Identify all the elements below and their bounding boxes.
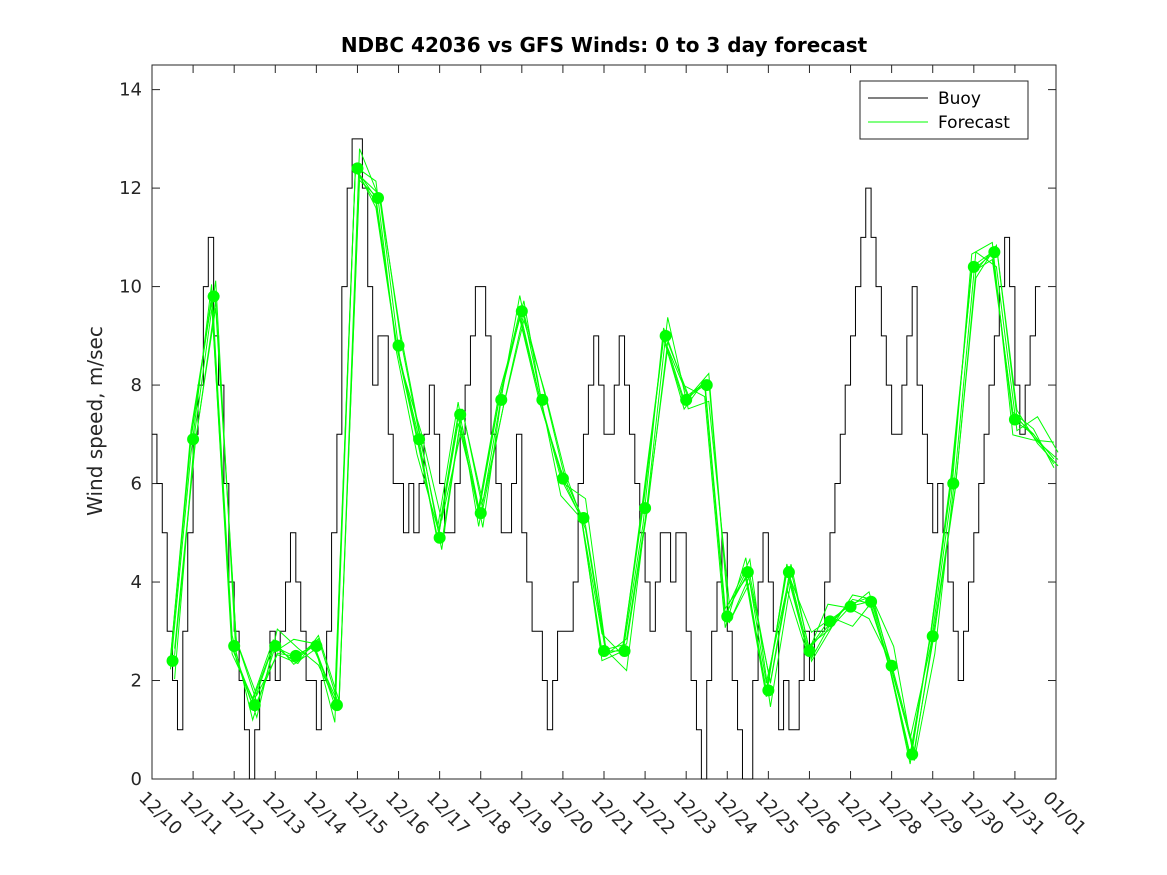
forecast-marker [618, 644, 631, 657]
forecast-marker [228, 640, 241, 653]
y-tick-label: 12 [119, 178, 142, 199]
x-tick-label: 12/27 [833, 788, 885, 840]
forecast-marker [536, 393, 549, 406]
forecast-marker [310, 640, 323, 653]
forecast-marker [166, 654, 179, 667]
x-tick-label: 12/23 [669, 788, 721, 840]
forecast-marker [269, 640, 282, 653]
x-tick-label: 12/26 [792, 788, 844, 840]
x-tick-label: 12/11 [176, 788, 228, 840]
x-tick-label: 12/21 [586, 788, 638, 840]
forecast-marker [207, 290, 220, 303]
forecast-marker [659, 329, 672, 342]
y-tick-label: 6 [131, 474, 142, 495]
forecast-marker [700, 379, 713, 392]
forecast-series-line-5 [174, 174, 1059, 751]
forecast-marker [495, 393, 508, 406]
forecast-marker [967, 260, 980, 273]
forecast-marker [885, 659, 898, 672]
x-tick-label: 12/18 [463, 788, 515, 840]
forecast-series-line-4 [169, 165, 1054, 740]
legend-label-buoy: Buoy [938, 89, 981, 109]
forecast-marker [906, 748, 919, 761]
x-tick-label: 12/17 [422, 788, 474, 840]
forecast-marker [330, 699, 343, 712]
forecast-marker [474, 507, 487, 520]
forecast-marker [454, 408, 467, 421]
x-tick-label: 12/31 [997, 788, 1049, 840]
forecast-marker [577, 512, 590, 525]
x-tick-label: 12/15 [340, 788, 392, 840]
x-tick-label: 12/25 [751, 788, 803, 840]
buoy-series-line [152, 138, 1041, 780]
y-axis-label: Wind speed, m/sec [83, 326, 107, 516]
chart-title: NDBC 42036 vs GFS Winds: 0 to 3 day fore… [341, 33, 868, 57]
forecast-marker [1008, 413, 1021, 426]
forecast-marker [392, 339, 405, 352]
forecast-marker [413, 433, 426, 446]
forecast-marker [248, 699, 261, 712]
x-tick-label: 12/12 [217, 788, 269, 840]
x-tick-label: 12/24 [710, 788, 762, 840]
x-tick-label: 12/19 [504, 788, 556, 840]
x-tick-label: 12/10 [134, 788, 186, 840]
forecast-marker [741, 566, 754, 579]
forecast-marker [926, 630, 939, 643]
forecast-marker [351, 162, 364, 175]
forecast-marker [803, 644, 816, 657]
forecast-marker [782, 566, 795, 579]
x-tick-label: 12/13 [258, 788, 310, 840]
x-tick-label: 12/14 [299, 788, 351, 840]
legend-box [859, 80, 1029, 140]
forecast-series-line-6 [169, 168, 1055, 759]
x-tick-label: 12/22 [628, 788, 680, 840]
y-tick-label: 4 [131, 572, 142, 593]
forecast-marker [598, 644, 610, 657]
y-axis: 0 2 4 6 8 10 12 14 [119, 80, 1056, 790]
forecast-marker [988, 246, 1001, 259]
x-tick-label: 12/28 [874, 788, 926, 840]
y-tick-label: 8 [131, 375, 142, 396]
forecast-marker [762, 684, 775, 697]
y-tick-label: 14 [119, 80, 142, 101]
series-layer [152, 138, 1059, 780]
forecast-marker [680, 393, 693, 406]
forecast-marker [844, 600, 857, 613]
y-tick-label: 0 [131, 769, 142, 790]
x-tick-label: 12/20 [545, 788, 597, 840]
legend-label-forecast: Forecast [938, 113, 1010, 133]
forecast-marker [824, 615, 836, 628]
x-tick-label: 12/30 [956, 788, 1008, 840]
x-tick-label: 12/16 [381, 788, 433, 840]
legend: Buoy Forecast [859, 80, 1029, 140]
forecast-marker [187, 433, 200, 446]
x-tick-label: 12/29 [915, 788, 967, 840]
forecast-marker [289, 649, 302, 662]
forecast-marker [865, 595, 878, 608]
y-tick-label: 10 [119, 277, 142, 298]
forecast-marker [556, 472, 569, 485]
x-tick-label: 01/01 [1038, 788, 1090, 840]
forecast-marker [433, 531, 446, 544]
forecast-marker [947, 477, 960, 490]
forecast-marker [721, 610, 734, 623]
forecast-marker [515, 305, 528, 318]
y-tick-label: 2 [131, 671, 142, 692]
forecast-marker [639, 502, 652, 515]
forecast-marker [372, 191, 384, 204]
